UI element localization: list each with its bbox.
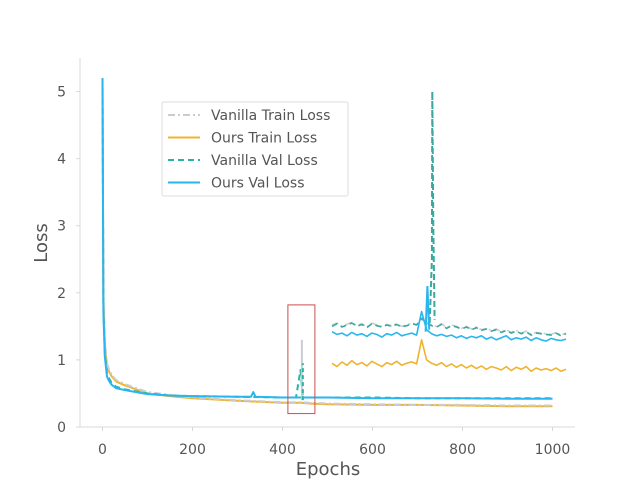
legend-items: Vanilla Train Loss Ours Train Loss Vanilla… [168, 108, 330, 192]
y-tick-label: 2 [57, 286, 66, 302]
x-axis-title: Epochs [296, 459, 361, 480]
x-tick-label: 0 [98, 442, 107, 458]
legend-label: Ours Val Loss [211, 176, 305, 192]
x-tick-label: 1000 [535, 442, 571, 458]
series-layer [101, 78, 553, 408]
legend[interactable]: Vanilla Train Loss Ours Train Loss Vanilla… [161, 101, 349, 197]
y-tick-label: 5 [57, 85, 66, 101]
inset-layer [331, 91, 567, 373]
y-tick-label: 3 [57, 219, 66, 235]
x-tick-label: 200 [179, 442, 206, 458]
inset-line-ours-val-loss [331, 310, 567, 342]
legend-label: Vanilla Val Loss [211, 153, 318, 169]
inset-line-ours-train-loss [331, 338, 567, 373]
series-line-vanilla-train-loss [101, 78, 553, 407]
y-axis-title: Loss [31, 223, 52, 262]
y-tick-label: 0 [57, 420, 66, 436]
legend-frame [161, 101, 349, 197]
x-tick-label: 600 [359, 442, 386, 458]
legend-label: Vanilla Train Loss [211, 108, 330, 124]
y-tick-label: 4 [57, 152, 66, 168]
inset-spike-lower [424, 286, 431, 332]
y-tick-label: 1 [57, 353, 66, 369]
x-tick-label: 800 [449, 442, 476, 458]
x-tick-label: 400 [269, 442, 296, 458]
series-line-ours-val-loss [101, 78, 553, 400]
legend-label: Ours Train Loss [211, 131, 317, 147]
highlight-box [287, 304, 316, 415]
inset-line-vanilla-val-loss [331, 317, 567, 337]
y-ticks: 0 1 2 3 4 5 [57, 85, 80, 436]
inset-spike-upper [428, 91, 436, 324]
axes [79, 58, 575, 428]
x-ticks: 0 200 400 600 800 1000 [98, 427, 570, 458]
